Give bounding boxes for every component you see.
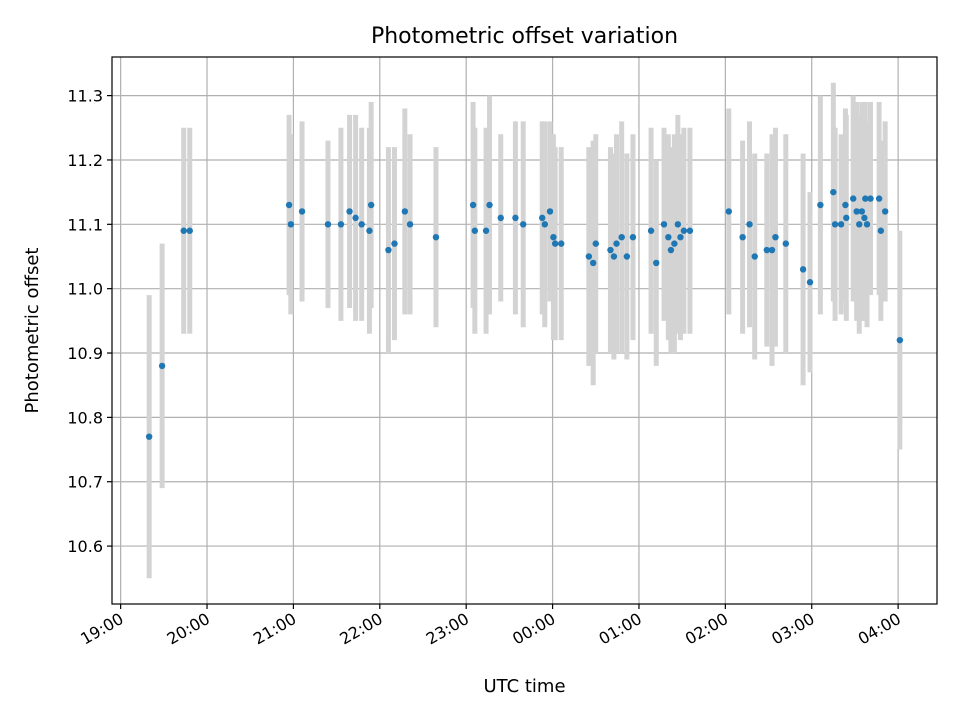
data-point [677,233,684,241]
data-point [680,227,688,234]
data-point [592,240,599,247]
data-point [520,221,527,228]
data-point [768,246,776,254]
data-point [324,221,332,228]
data-point [772,233,779,241]
data-point [665,233,672,241]
y-tick-label: 11.2 [67,151,103,170]
data-point [806,279,814,286]
y-tick-label: 10.7 [67,473,103,492]
data-point [751,253,758,260]
data-point [653,259,660,267]
data-point [831,221,839,228]
y-tick-label: 10.6 [67,537,103,556]
data-point [158,362,166,370]
data-point [539,214,546,222]
data-point [896,336,904,344]
data-point [366,227,373,234]
data-point [867,195,874,202]
data-point [843,214,850,222]
data-point [432,233,440,241]
data-point [853,208,860,215]
data-point [401,208,409,215]
data-point [145,433,153,440]
data-point [817,201,824,209]
data-points [145,188,904,440]
data-point [337,221,345,228]
data-point [186,227,193,234]
data-point [391,240,398,247]
data-point [725,208,733,215]
data-point [367,201,375,209]
data-point [739,233,746,241]
data-point [558,240,565,247]
data-point [352,214,359,222]
data-point [180,227,187,234]
data-point [486,201,493,209]
data-point [541,221,549,228]
data-point [667,246,675,254]
data-point [512,214,519,222]
data-point [660,221,668,228]
chart-title: Photometric offset variation [371,24,678,49]
data-point [763,246,771,254]
data-point [298,208,306,215]
data-point [585,253,593,260]
data-point [862,195,869,202]
data-point [610,253,618,260]
data-point [482,227,490,234]
y-tick-label: 11.3 [67,87,103,106]
data-point [830,188,837,196]
x-axis-label: UTC time [483,676,565,697]
data-point [877,227,885,234]
data-point [406,221,414,228]
data-point [863,221,871,228]
data-point [385,246,392,254]
data-point [613,240,620,247]
data-point [287,221,295,228]
data-point [850,195,857,202]
data-point [837,221,845,228]
y-tick-label: 10.8 [67,408,103,427]
data-point [674,221,682,228]
data-point [875,195,883,202]
data-point [856,221,863,228]
data-point [623,253,631,260]
data-point [799,266,807,273]
data-point [469,201,477,209]
y-tick-label: 11.1 [67,215,103,234]
data-point [618,233,625,241]
data-point [550,233,557,241]
data-point [358,221,365,228]
data-point [782,240,790,247]
data-point [346,208,353,215]
data-point [858,208,866,215]
data-point [589,259,597,267]
y-axis-ticks: 10.6 10.7 10.8 10.9 11.0 11.1 11.2 11.3 [67,87,112,556]
data-point [842,201,849,209]
data-point [497,214,504,222]
data-point [861,214,868,222]
data-point [686,227,694,234]
data-point [647,227,655,234]
data-point [881,208,889,215]
y-axis-label: Photometric offset [22,248,43,414]
plot-frame [111,56,938,605]
y-tick-label: 11.0 [67,280,103,299]
y-tick-label: 10.9 [67,344,103,363]
data-point [746,221,753,228]
data-point [471,227,479,234]
data-point [629,233,637,241]
data-point [607,246,614,254]
data-point [551,240,559,247]
data-point [671,240,678,247]
data-point [285,201,293,209]
data-point [546,208,554,215]
